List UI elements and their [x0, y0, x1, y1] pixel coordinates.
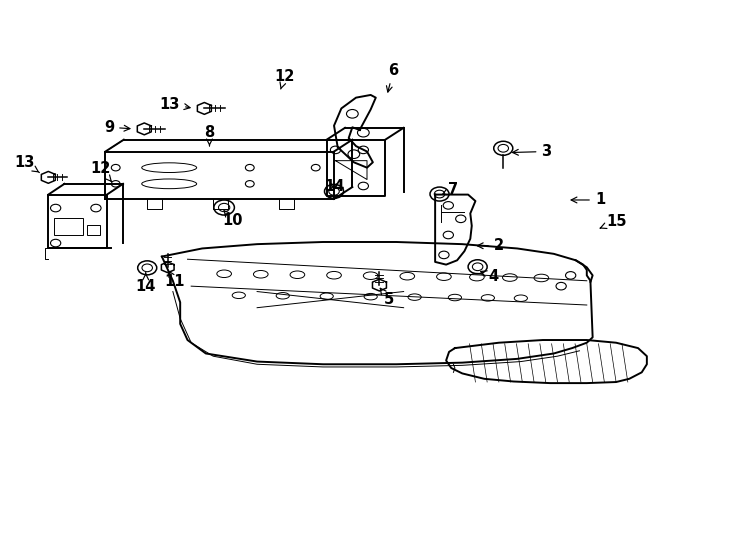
- Text: 14: 14: [136, 273, 156, 294]
- Text: 9: 9: [104, 120, 130, 135]
- Text: 8: 8: [204, 125, 214, 146]
- Text: 13: 13: [14, 155, 40, 173]
- Text: 12: 12: [90, 161, 112, 181]
- Text: 14: 14: [324, 179, 344, 194]
- Text: 3: 3: [512, 144, 551, 159]
- Text: 15: 15: [600, 214, 626, 229]
- Text: 13: 13: [160, 97, 190, 112]
- Text: 4: 4: [481, 269, 499, 284]
- Text: 10: 10: [222, 210, 242, 228]
- Text: 5: 5: [380, 288, 394, 307]
- Text: 6: 6: [387, 63, 399, 92]
- Text: 11: 11: [165, 271, 185, 289]
- Bar: [54, 218, 84, 235]
- Text: 7: 7: [443, 181, 459, 197]
- Bar: [87, 225, 101, 235]
- Text: 12: 12: [275, 69, 295, 89]
- Text: 1: 1: [571, 192, 605, 207]
- Text: 2: 2: [477, 238, 504, 253]
